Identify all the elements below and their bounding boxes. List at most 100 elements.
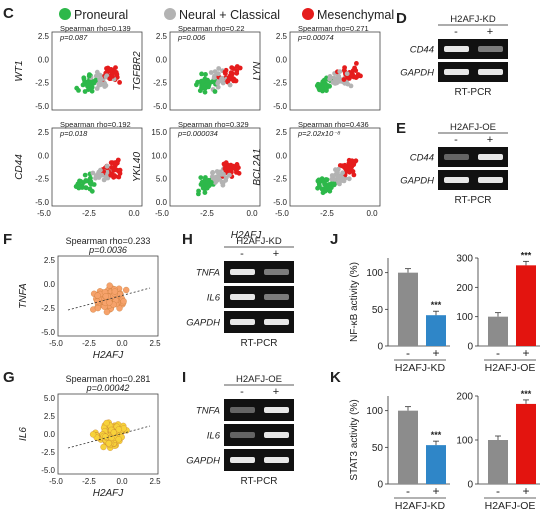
y-tick-label: 50 (372, 443, 384, 454)
y-axis-label-ykl40: YKL40 (132, 152, 143, 182)
scatter-point (110, 73, 115, 79)
scatter-point (336, 73, 342, 79)
gel-row-bg (224, 399, 294, 421)
legend-swatch-neural-classical (164, 8, 176, 20)
group-label: H2AFJ-KD (395, 362, 446, 374)
legend-swatch-proneural (59, 8, 71, 20)
scatter-point (234, 162, 240, 167)
scatter-point (115, 436, 122, 443)
x-tick-label: -5.0 (49, 339, 63, 348)
gel-band (478, 46, 503, 52)
scatter-point (236, 170, 242, 176)
x-tick-label: 0.0 (128, 209, 140, 218)
scatter-point (106, 299, 113, 306)
scatter-point (105, 440, 112, 447)
y-tick-label: 0 (467, 342, 473, 353)
panel-label-f: F (3, 231, 12, 248)
y-tick-label: 0.0 (38, 55, 50, 64)
x-tick-label: -5.0 (275, 209, 289, 218)
stat-rho: Spearman rho=0.281 (66, 374, 151, 384)
y-axis-label-lyn: LYN (252, 61, 263, 80)
y-tick-label: 100 (366, 268, 383, 279)
x-tick-label: 2.5 (149, 477, 161, 486)
gel-row-label-il6: IL6 (207, 431, 221, 442)
stat-p: p=0.018 (59, 129, 88, 138)
scatter-point (89, 431, 97, 438)
scatter-point (106, 282, 113, 289)
panel-k-bar-charts: STAT3 activity (%) 0 50 100 - + *** H2AFJ-KD 0 10… (349, 389, 540, 512)
scatter-point (86, 73, 92, 79)
scatter-point (99, 172, 105, 178)
scatter-point (340, 163, 345, 169)
gel-footer: RT-PCR (454, 195, 491, 206)
scatter-point (225, 78, 231, 84)
scatter-point (111, 288, 119, 295)
significance-marker: *** (431, 300, 442, 310)
stat-rho: Spearman rho=0.271 (298, 24, 369, 33)
gel-row-label-il6: IL6 (207, 293, 221, 304)
y-tick-label: 10.0 (151, 151, 167, 160)
scatter-point (215, 81, 221, 86)
y-tick-label: 2.5 (156, 32, 168, 41)
x-tick-label: -2.5 (320, 209, 334, 218)
scatter-point (201, 83, 206, 89)
gel-band (478, 154, 503, 160)
scatter-point (316, 178, 322, 184)
scatter-point (103, 308, 111, 316)
scatter-point (120, 298, 127, 305)
gel-row-label-gapdh: GAPDH (186, 456, 220, 467)
gel-row-bg (438, 39, 508, 59)
scatter-point (98, 167, 103, 173)
plot-frame (169, 127, 261, 207)
y-tick-label: 200 (456, 392, 473, 403)
x-tick-label: -2.5 (82, 339, 96, 348)
bar-chart-right: 0 100 200 300 - + *** H2AFJ-OE (456, 250, 540, 374)
lane-label-minus: - (240, 386, 244, 398)
scatter-point (88, 82, 94, 88)
legend: Proneural Neural + Classical Mesenchymal (59, 8, 394, 22)
scatter-point (216, 71, 221, 77)
plot-frame (169, 31, 261, 111)
scatter-point (326, 182, 332, 187)
scatter-point (96, 82, 102, 88)
lane-label: + (522, 484, 529, 498)
stat-rho: Spearman rho=0.22 (178, 24, 245, 33)
scatter-point (229, 65, 235, 70)
scatter-point (97, 78, 103, 84)
scatter-point (319, 85, 324, 91)
scatter-point (93, 73, 99, 79)
scatter-point (233, 78, 239, 84)
scatter-point (77, 178, 82, 184)
y-tick-label: 5.0 (156, 175, 168, 184)
scatter-point (321, 77, 327, 83)
panel-label-c: C (3, 5, 14, 22)
scatter-point (113, 65, 118, 70)
y-axis-label-tnfa: TNFA (18, 283, 29, 309)
scatter-point (103, 419, 110, 427)
bar (398, 410, 418, 484)
gel-row-label-gapdh: GAPDH (186, 318, 220, 329)
scatter-point (317, 82, 323, 88)
y-tick-label: 2.5 (44, 256, 56, 265)
x-tick-label: 2.5 (149, 339, 161, 348)
gel-band (444, 69, 469, 75)
gel-band (264, 407, 289, 413)
scatter-point (234, 68, 240, 74)
scatter-point (223, 160, 229, 166)
scatter-point (199, 71, 205, 77)
scatter-point (83, 185, 89, 191)
x-axis-label: H2AFJ (93, 488, 125, 499)
scatter-point (341, 77, 347, 82)
scatter-point (108, 67, 114, 72)
bar-chart-left: 0 50 100 - + *** H2AFJ-KD (366, 396, 450, 512)
scatter-point (113, 70, 119, 75)
scatter-point (344, 71, 350, 77)
y-tick-label: 5.0 (44, 394, 56, 403)
scatter-point (102, 293, 109, 300)
scatter-point (332, 177, 337, 182)
y-tick-label: 0.0 (276, 55, 288, 64)
scatter-point (340, 176, 345, 182)
y-tick-label: 0.0 (156, 198, 168, 207)
stat-p: p=0.087 (59, 33, 88, 42)
